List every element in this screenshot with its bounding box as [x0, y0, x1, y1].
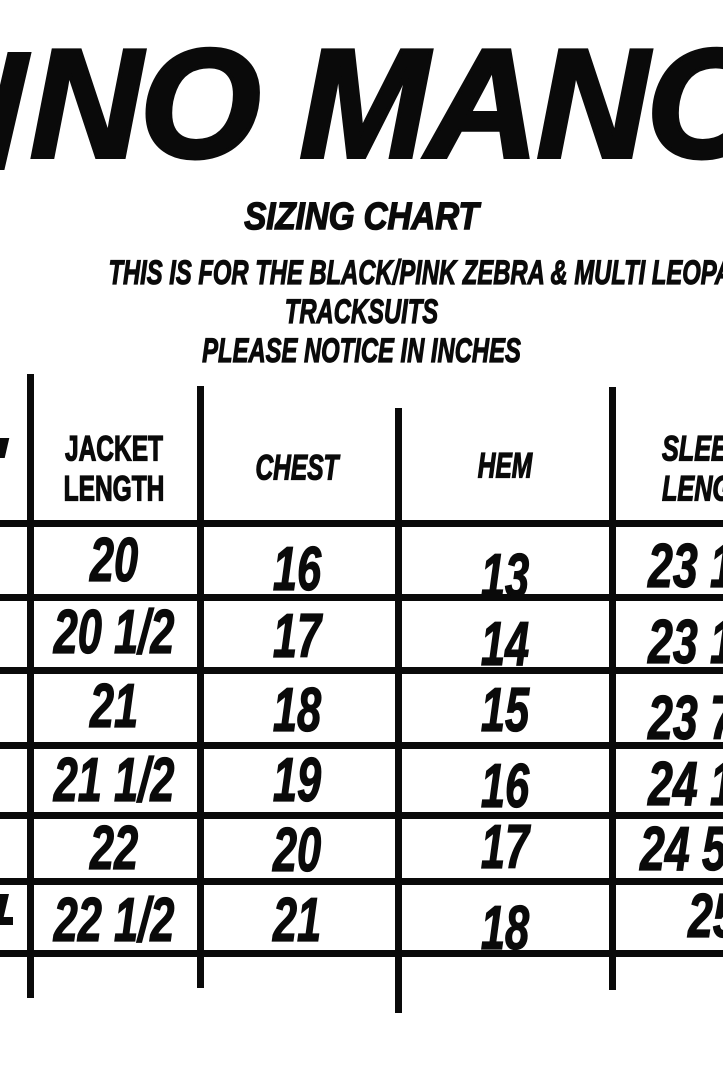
table-grid-hline — [0, 950, 723, 957]
clipped-text-fragment — [0, 438, 10, 458]
notice-line: TRACKSUITS — [284, 293, 439, 331]
table-grid-vline — [197, 386, 204, 988]
table-grid-vline — [27, 374, 34, 998]
table-grid-vline — [609, 387, 616, 990]
brand-title: NO MANO — [28, 17, 723, 190]
table-grid-hline — [0, 812, 723, 819]
table-grid-hline — [0, 742, 723, 749]
table-grid-hline — [0, 520, 723, 527]
table-grid-vline — [395, 408, 402, 1013]
table-grid-hline — [0, 594, 723, 601]
clipped-letter-fragment — [0, 52, 32, 170]
notice-line: THIS IS FOR THE BLACK/PINK ZEBRA & MULTI… — [108, 254, 723, 292]
table-grid-hline — [0, 667, 723, 674]
notice-line: PLEASE NOTICE IN INCHES — [202, 332, 522, 370]
sizing-chart-subtitle: SIZING CHART — [244, 196, 480, 238]
clipped-text-fragment — [0, 917, 13, 925]
table-grid-hline — [0, 878, 723, 885]
